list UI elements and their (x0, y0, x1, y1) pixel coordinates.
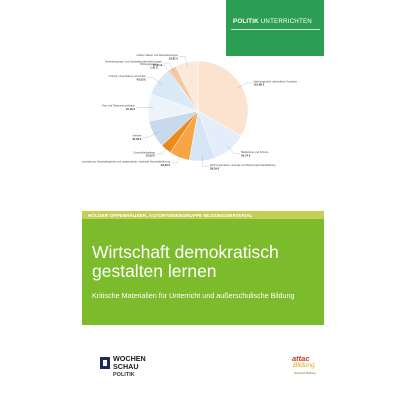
pie-slice-value: 40,28 € (132, 137, 142, 141)
partner-logo: attac Bildung Netzwerk Bildung (292, 354, 322, 384)
publisher-line-3: POLITIK (113, 372, 135, 378)
pie-leader-line (179, 56, 188, 68)
pie-leader-line (156, 145, 170, 155)
partner-tagline: Netzwerk Bildung (294, 371, 316, 375)
pie-leader-line (163, 62, 175, 73)
pie-slice-value: 151,89 € (253, 83, 264, 87)
author-line: HOLGER OPPENHÄUSER, AUTOR*INNENGRUPPE BI… (88, 213, 253, 218)
series-box (226, 0, 324, 56)
pie-slice-value: 38,29 € (210, 167, 220, 171)
series-label: POLITIK UNTERRICHTEN (233, 18, 323, 25)
pie-slice-value: 33,81 € (169, 56, 179, 60)
pie-slice-label: Innenausstattung, Haushaltsgeräte und -g… (82, 159, 171, 163)
pie-slice-label: Freizeit, Unterhaltung und Kultur (109, 74, 146, 78)
title-band (82, 219, 324, 325)
book-title: Wirtschaft demokratisch gestalten lernen (92, 242, 279, 281)
pie-slice-label: Post und Telekommunikation (102, 104, 136, 108)
pie-leader-line (171, 152, 182, 164)
book-cover: POLITIK UNTERRICHTEN Nahrungsmittel, alk… (82, 0, 324, 400)
pie-slice-label: Bildungswesen (141, 62, 159, 66)
pie-slice-value: 50,74 € (241, 154, 251, 158)
pie-slice-label: Beherbergungs- und Gaststättendienstleis… (106, 59, 163, 63)
publisher-mark-icon (100, 357, 110, 369)
series-label-rest: UNTERRICHTEN (260, 18, 312, 25)
pie-slice-label: Verkehr (133, 134, 142, 138)
publisher-logo: WOCHEN SCHAU POLITIK (100, 355, 160, 385)
pie-leader-line (136, 107, 154, 109)
book-subtitle: Kritische Materialien für Unterricht und… (92, 291, 295, 300)
author-bar (82, 211, 324, 219)
publisher-line-1: WOCHEN (113, 354, 146, 363)
pie-slice-value: 42,52 € (137, 77, 147, 81)
publisher-line-2: SCHAU (113, 362, 139, 371)
pie-slice-label: Bekleidung und Schuhe (241, 150, 269, 154)
pie-leader-line (142, 131, 159, 138)
pie-chart: Nahrungsmittel, alkoholfreie Getränke151… (82, 53, 298, 171)
partner-name-bottom: Bildung (293, 362, 315, 369)
pie-leader-line (226, 145, 241, 154)
pie-slice-value: 11,31 € (153, 63, 163, 67)
series-label-bold: POLITIK (233, 18, 259, 25)
pie-slice-label: Wohnungsmieten, Energie und Wohnungsinst… (210, 163, 276, 167)
pie-slice-value: 1,41 € (150, 66, 158, 70)
pie-leader-line (158, 65, 172, 75)
bottom-area (82, 325, 324, 400)
pie-leader-line (147, 77, 162, 85)
pie-leader-line (201, 155, 209, 167)
pie-slice-label: Gesundheitspflege (133, 150, 155, 154)
partner-name-top: attac (292, 354, 310, 363)
pie-leader-line (236, 82, 253, 89)
pie-slice-value: 40,18 € (126, 107, 136, 111)
series-divider (231, 29, 320, 30)
pie-slice-value: 15,92 € (146, 154, 156, 158)
pie-slice-label: Andere Waren und Dienstleistungen (137, 53, 179, 57)
pie-slice-value: 29,99 € (161, 163, 171, 167)
pie-slice-label: Nahrungsmittel, alkoholfreie Getränke (253, 79, 297, 83)
